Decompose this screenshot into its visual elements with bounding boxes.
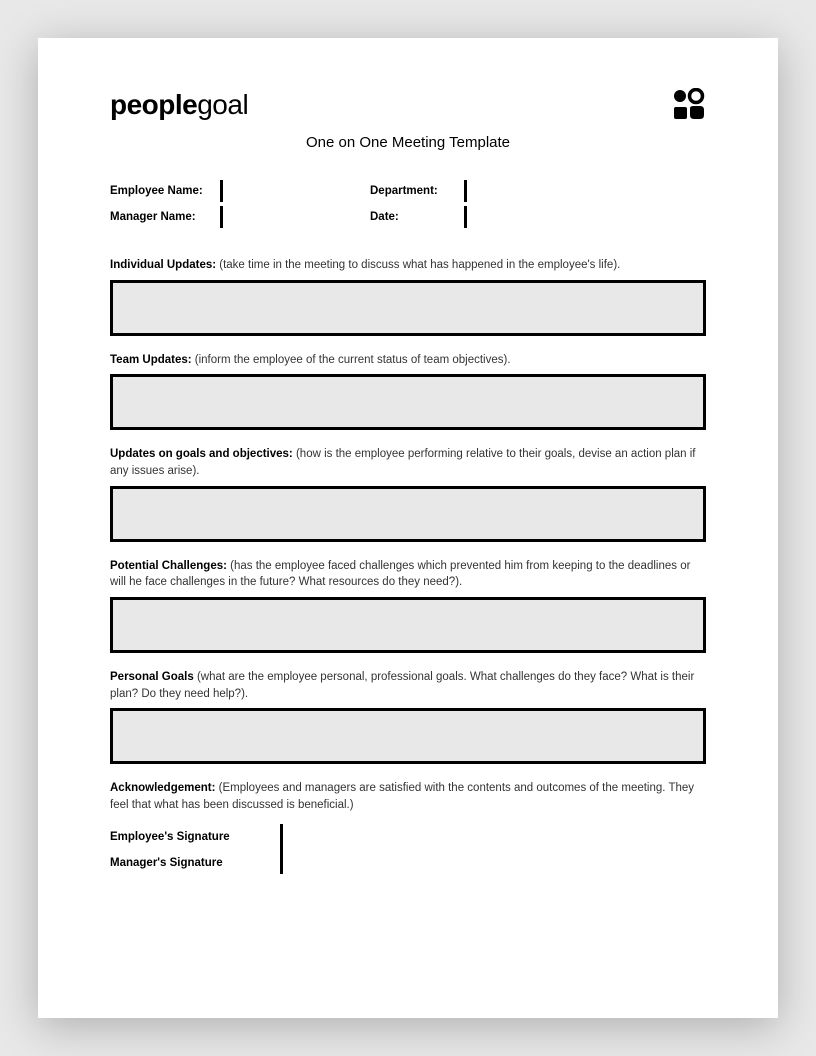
section-goals: Updates on goals and objectives: (how is… bbox=[110, 446, 706, 541]
divider-line bbox=[464, 206, 467, 228]
section-goals-text: Updates on goals and objectives: (how is… bbox=[110, 446, 706, 479]
logo-part1: people bbox=[110, 89, 197, 120]
employee-name-cell: Employee Name: bbox=[110, 179, 370, 203]
signature-block: Employee's Signature Manager's Signature bbox=[110, 824, 706, 880]
logo-text: peoplegoal bbox=[110, 89, 248, 121]
section-goals-label: Updates on goals and objectives: bbox=[110, 448, 296, 460]
page-title: One on One Meeting Template bbox=[110, 134, 706, 151]
personal-goals-input[interactable] bbox=[110, 708, 706, 764]
logo-icon bbox=[672, 88, 706, 122]
divider-line bbox=[464, 180, 467, 202]
employee-signature-label: Employee's Signature bbox=[110, 831, 270, 843]
info-row-1: Employee Name: Department: bbox=[110, 179, 706, 203]
challenges-input[interactable] bbox=[110, 597, 706, 653]
section-ack-text: Acknowledgement: (Employees and managers… bbox=[110, 780, 706, 813]
section-personal-label: Personal Goals bbox=[110, 671, 197, 683]
manager-signature-label: Manager's Signature bbox=[110, 857, 270, 869]
section-team-desc: (inform the employee of the current stat… bbox=[195, 354, 511, 366]
section-ack-label: Acknowledgement: bbox=[110, 782, 219, 794]
info-row-2: Manager Name: Date: bbox=[110, 205, 706, 229]
section-individual-text: Individual Updates: (take time in the me… bbox=[110, 257, 706, 274]
divider-line bbox=[220, 180, 223, 202]
section-personal-text: Personal Goals (what are the employee pe… bbox=[110, 669, 706, 702]
section-individual-label: Individual Updates: bbox=[110, 259, 219, 271]
manager-signature-row: Manager's Signature bbox=[110, 850, 706, 876]
employee-name-label: Employee Name: bbox=[110, 185, 216, 197]
section-challenges-label: Potential Challenges: bbox=[110, 560, 230, 572]
section-individual-desc: (take time in the meeting to discuss wha… bbox=[219, 259, 620, 271]
divider-line bbox=[220, 206, 223, 228]
section-challenges: Potential Challenges: (has the employee … bbox=[110, 558, 706, 653]
info-block: Employee Name: Department: Manager Name:… bbox=[110, 179, 706, 229]
section-acknowledgement: Acknowledgement: (Employees and managers… bbox=[110, 780, 706, 879]
signature-divider-line bbox=[280, 824, 283, 874]
section-team: Team Updates: (inform the employee of th… bbox=[110, 352, 706, 431]
date-cell: Date: bbox=[370, 205, 570, 229]
department-label: Department: bbox=[370, 185, 460, 197]
section-individual: Individual Updates: (take time in the me… bbox=[110, 257, 706, 336]
section-personal-desc: (what are the employee personal, profess… bbox=[110, 671, 694, 700]
team-updates-input[interactable] bbox=[110, 374, 706, 430]
header: peoplegoal bbox=[110, 88, 706, 122]
date-label: Date: bbox=[370, 211, 460, 223]
individual-updates-input[interactable] bbox=[110, 280, 706, 336]
section-challenges-text: Potential Challenges: (has the employee … bbox=[110, 558, 706, 591]
document-page: peoplegoal One on One Meeting Template E… bbox=[38, 38, 778, 1018]
manager-name-cell: Manager Name: bbox=[110, 205, 370, 229]
logo-part2: goal bbox=[197, 89, 248, 120]
goals-input[interactable] bbox=[110, 486, 706, 542]
section-team-text: Team Updates: (inform the employee of th… bbox=[110, 352, 706, 369]
section-personal: Personal Goals (what are the employee pe… bbox=[110, 669, 706, 764]
department-cell: Department: bbox=[370, 179, 570, 203]
section-team-label: Team Updates: bbox=[110, 354, 195, 366]
employee-signature-row: Employee's Signature bbox=[110, 824, 706, 850]
manager-name-label: Manager Name: bbox=[110, 211, 216, 223]
